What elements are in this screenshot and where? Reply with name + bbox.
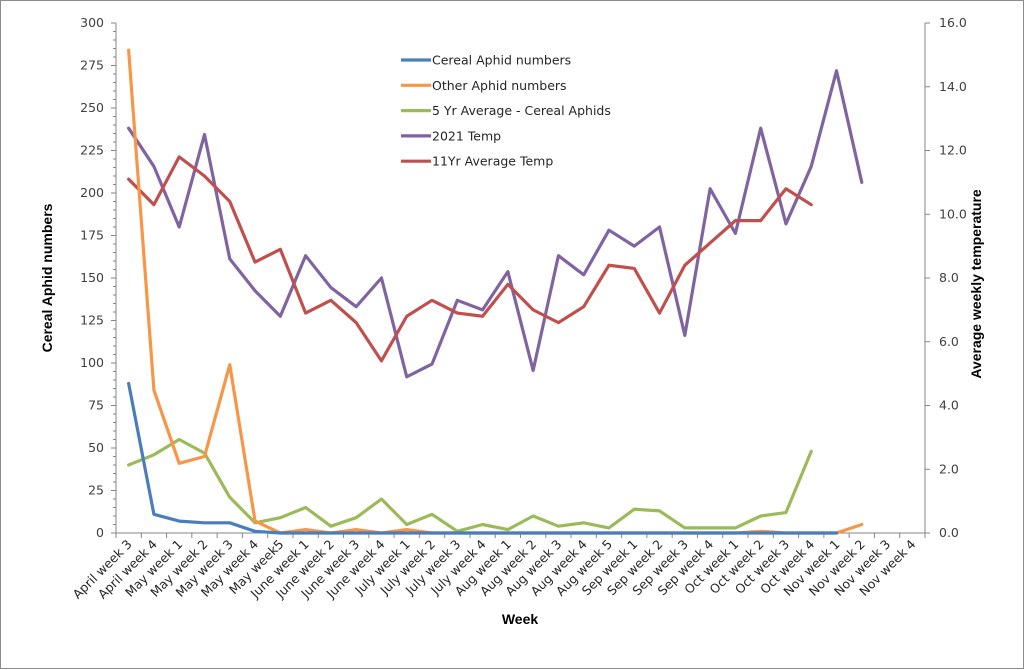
legend-label: 2021 Temp [432,128,501,143]
right-tick-label: 14.0 [939,79,967,94]
right-tick-label: 12.0 [939,143,967,158]
right-tick-label: 2.0 [939,461,959,476]
legend-item: 11Yr Average Temp [401,154,553,169]
series-cereal-aphid-numbers [129,383,837,533]
left-tick-label: 175 [80,228,104,243]
series-line [129,440,812,532]
left-tick-label: 150 [80,270,104,285]
left-tick-label: 125 [80,313,104,328]
left-tick-label: 275 [80,58,104,73]
left-tick-label: 25 [88,483,104,498]
right-tick-label: 8.0 [939,270,959,285]
legend-item: Cereal Aphid numbers [401,53,571,68]
right-tick-label: 0.0 [939,525,959,540]
left-tick-label: 200 [80,185,104,200]
right-tick-label: 4.0 [939,398,959,413]
right-tick-label: 6.0 [939,334,959,349]
legend-label: Other Aphid numbers [432,78,567,93]
right-axis: 0.0 2.0 4.0 6.0 8.0 10.0 12.0 14.0 16.0 [925,15,967,540]
left-tick-label: 0 [96,525,104,540]
legend: Cereal Aphid numbers Other Aphid numbers 5… [401,53,611,169]
legend-label: 5 Yr Average - Cereal Aphids [432,103,611,118]
y2-axis-title: Average weekly temperature [968,189,984,379]
left-axis: 0 25 50 75 100 125 150 175 200 225 250 275 300 [80,15,116,540]
series-layer [129,50,862,533]
left-tick-label: 100 [80,355,104,370]
right-tick-label: 10.0 [939,206,967,221]
legend-label: 11Yr Average Temp [432,154,553,169]
y-axis-title: Cereal Aphid numbers [39,203,55,352]
series-5-yr-average-cereal-aphids [129,439,812,531]
left-tick-label: 75 [88,398,104,413]
left-tick-label: 250 [80,100,104,115]
legend-item: 5 Yr Average - Cereal Aphids [401,103,611,118]
legend-label: Cereal Aphid numbers [432,53,571,68]
left-tick-label: 225 [80,143,104,158]
x-axis-title: Week [502,611,539,627]
left-tick-label: 50 [88,440,104,455]
right-tick-label: 16.0 [939,15,967,30]
left-tick-label: 300 [80,15,104,30]
legend-item: Other Aphid numbers [401,78,567,93]
legend-item: 2021 Temp [401,128,501,143]
